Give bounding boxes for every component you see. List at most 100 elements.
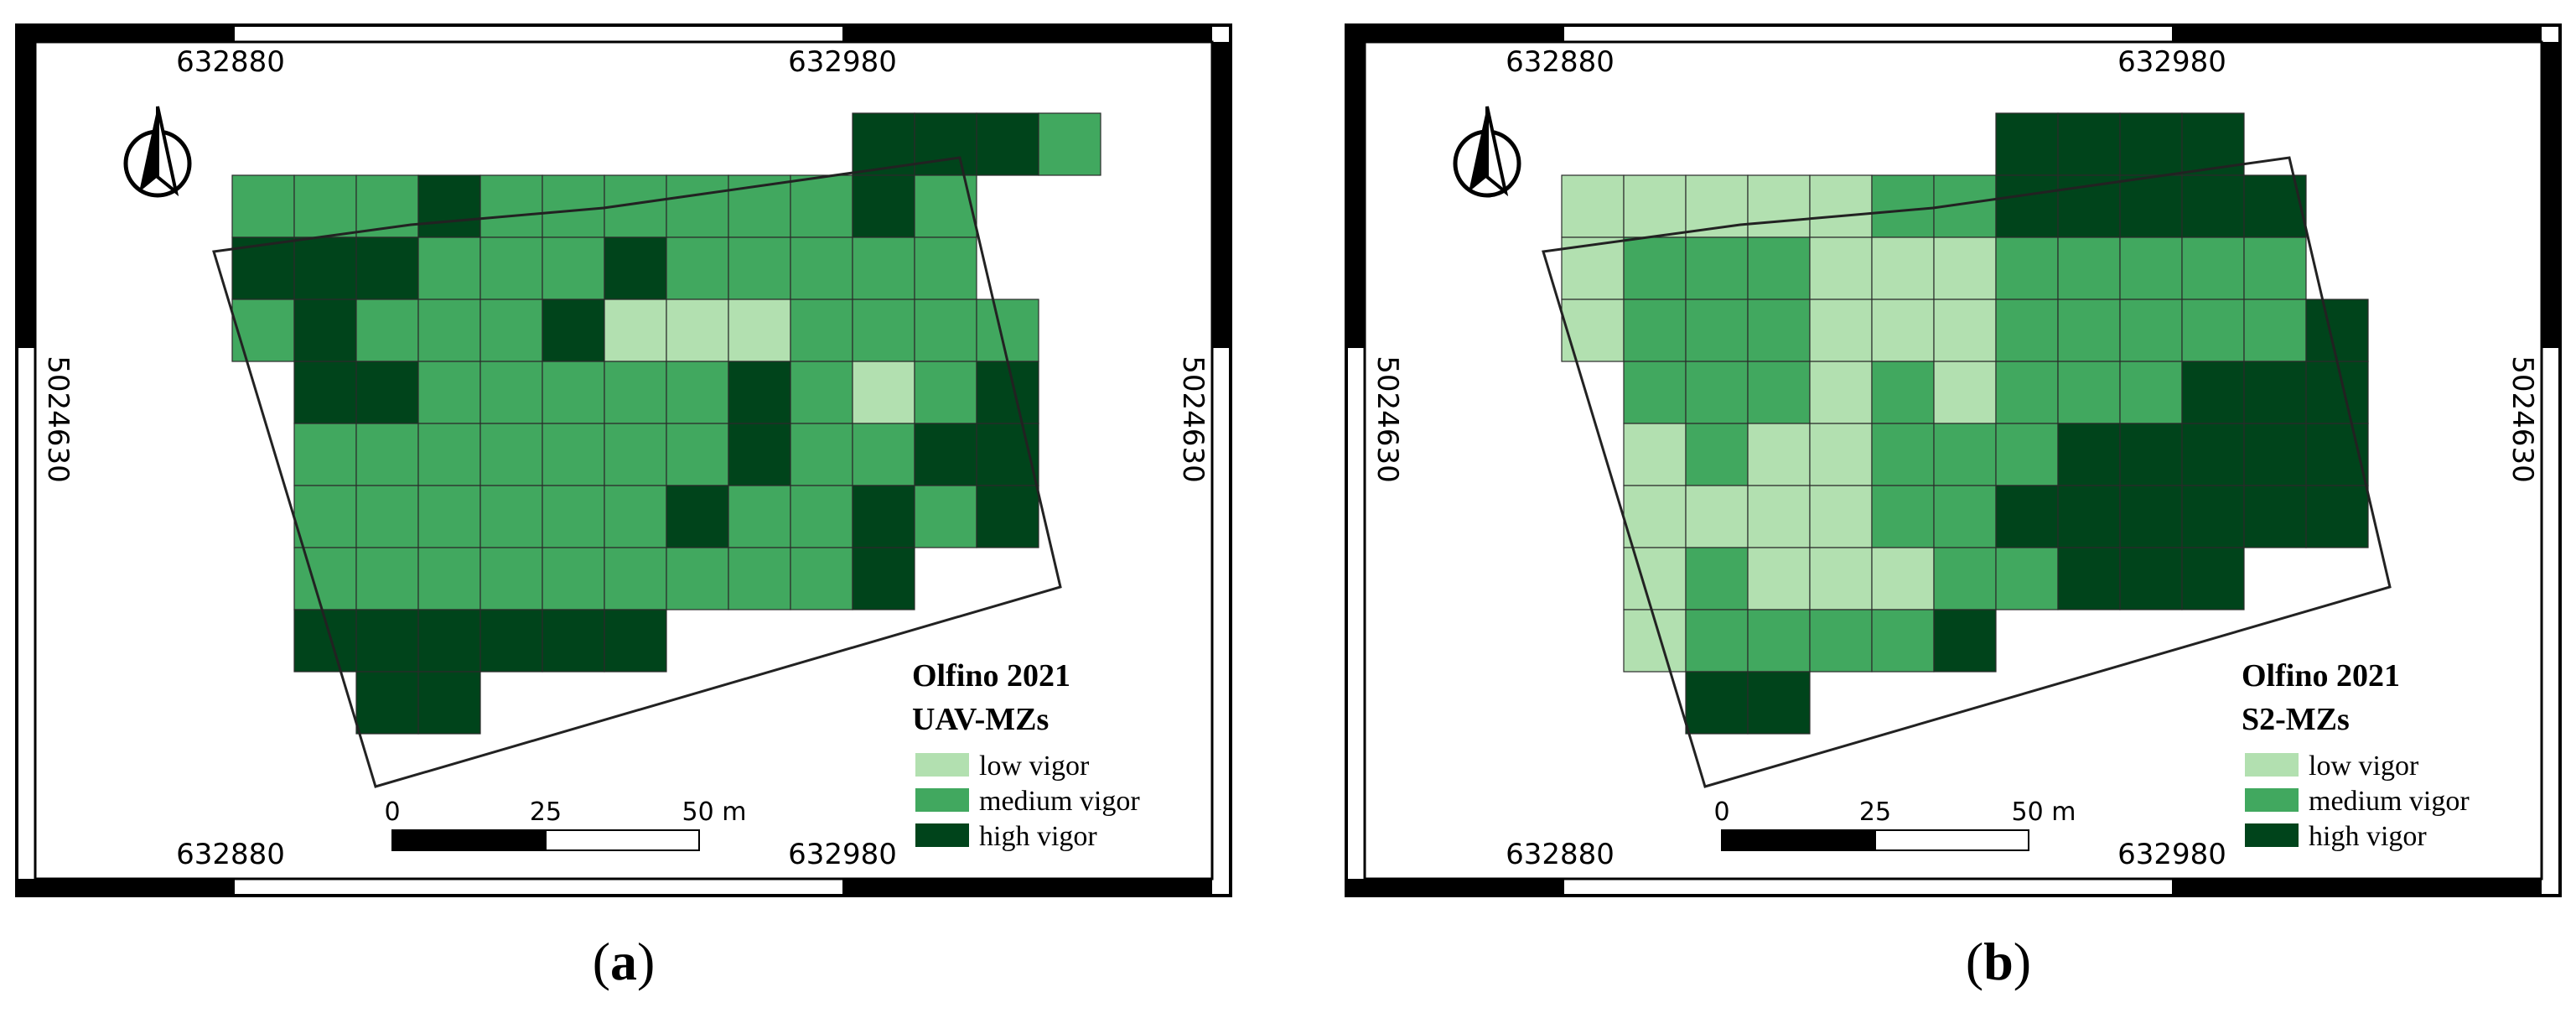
grid-cell-medium: [1871, 361, 1935, 424]
grid-cell-high: [976, 361, 1039, 424]
grid-cell-high: [2057, 547, 2121, 610]
grid-cell-medium: [914, 236, 977, 300]
grid-cell-medium: [2057, 299, 2121, 362]
grid-cell-medium: [1685, 609, 1749, 673]
grid-cell-medium: [728, 485, 791, 548]
frame-ruler-bottom-1: [1346, 879, 1564, 896]
grid-cell-high: [417, 174, 481, 238]
grid-cell-medium: [666, 236, 729, 300]
grid-cell-high: [604, 236, 667, 300]
grid-cell-medium: [293, 423, 357, 486]
legend-title: Olfino 2021: [2242, 658, 2400, 694]
grid-cell-medium: [604, 361, 667, 424]
x-tick-bottom-1: 632880: [176, 838, 285, 871]
x-tick-top-2: 632980: [788, 45, 897, 79]
grid-cell-low: [1871, 547, 1935, 610]
grid-cell-medium: [2119, 236, 2183, 300]
legend-label-high: high vigor: [2309, 821, 2427, 852]
legend: Olfino 2021 S2-MZs low vigor medium vigo…: [2242, 658, 2470, 852]
grid-cell-high: [2243, 423, 2307, 486]
frame-ruler-top-1: [17, 25, 235, 42]
grid-cell-high: [1933, 609, 1997, 673]
grid-cell-low: [1809, 299, 1873, 362]
grid-cell-medium: [1809, 609, 1873, 673]
grid-cell-high: [2305, 485, 2369, 548]
grid-cell-medium: [1747, 236, 1811, 300]
field-boundary: [1542, 156, 2392, 788]
grid-cell-medium: [2057, 361, 2121, 424]
scale-label-0: 0: [1713, 797, 1729, 827]
grid-cell-high: [293, 299, 357, 362]
north-arrow-icon: [123, 106, 192, 198]
grid-cell-medium: [2243, 299, 2307, 362]
grid-cell-high: [2305, 299, 2369, 362]
grid-cell-high: [542, 299, 605, 362]
grid-cell-high: [2119, 485, 2183, 548]
grid-cell-medium: [790, 485, 853, 548]
grid-cell-low: [1561, 299, 1625, 362]
grid-cell-high: [1685, 671, 1749, 735]
grid-cell-medium: [604, 547, 667, 610]
grid-cell-medium: [355, 299, 419, 362]
grid-cell-medium: [1871, 423, 1935, 486]
grid-cell-medium: [666, 423, 729, 486]
grid-cell-high: [355, 609, 419, 673]
grid-cell-high: [355, 361, 419, 424]
grid-cell-low: [1809, 361, 1873, 424]
y-tick-right: 5024630: [1176, 356, 1210, 482]
grid-cell-medium: [1933, 423, 1997, 486]
y-tick-right: 5024630: [2506, 356, 2539, 482]
legend-swatch-medium: [915, 788, 969, 812]
grid-cell-medium: [914, 485, 977, 548]
frame-ruler-top-1: [1346, 25, 1564, 42]
grid-cell-medium: [2119, 361, 2183, 424]
grid-cell-high: [2119, 547, 2183, 610]
grid-cell-medium: [604, 485, 667, 548]
grid-cell-high: [852, 174, 915, 238]
field-boundary: [212, 156, 1062, 788]
grid-cell-medium: [790, 236, 853, 300]
grid-cell-medium: [231, 299, 295, 362]
frame-ruler-bottom-2: [842, 879, 1212, 896]
grid-cell-high: [2305, 361, 2369, 424]
grid-cell-medium: [1995, 361, 2059, 424]
grid-cell-high: [479, 609, 543, 673]
grid-cell-medium: [976, 299, 1039, 362]
grid-cell-medium: [1933, 485, 1997, 548]
grid-cell-medium: [293, 547, 357, 610]
grid-cell-medium: [542, 547, 605, 610]
y-tick-left: 5024630: [41, 356, 75, 482]
grid-cell-medium: [914, 361, 977, 424]
grid-cell-medium: [604, 423, 667, 486]
grid-cell-medium: [542, 236, 605, 300]
grid-cell-medium: [790, 361, 853, 424]
grid-cell-medium: [231, 174, 295, 238]
grid-cell-medium: [790, 547, 853, 610]
scale-label-50: 50 m: [682, 797, 747, 827]
grid-cell-low: [1809, 236, 1873, 300]
scale-bar: 0 25 50 m: [1713, 797, 2076, 851]
grid-cell-low: [1685, 485, 1749, 548]
grid-cell-medium: [1685, 299, 1749, 362]
grid-cell-high: [2057, 423, 2121, 486]
grid-cell-high: [542, 609, 605, 673]
grid-cell-medium: [479, 299, 543, 362]
x-tick-top-1: 632880: [176, 45, 285, 79]
scale-label-50: 50 m: [2012, 797, 2076, 827]
grid-cell-high: [2243, 485, 2307, 548]
grid-cell-low: [1809, 423, 1873, 486]
grid-cell-medium: [355, 547, 419, 610]
grid-cell-medium: [1685, 236, 1749, 300]
grid-cell-high: [1747, 671, 1811, 735]
grid-cell-high: [976, 112, 1039, 176]
grid-cell-high: [355, 236, 419, 300]
grid-cell-medium: [2119, 299, 2183, 362]
grid-cell-medium: [1747, 361, 1811, 424]
legend-title: Olfino 2021: [912, 658, 1070, 694]
grid-cell-high: [355, 671, 419, 735]
grid-cell-medium: [1623, 299, 1687, 362]
grid-cell-medium: [355, 485, 419, 548]
grid-cell-medium: [1747, 299, 1811, 362]
grid-cell-medium: [2057, 236, 2121, 300]
legend-label-medium: medium vigor: [979, 786, 1140, 817]
